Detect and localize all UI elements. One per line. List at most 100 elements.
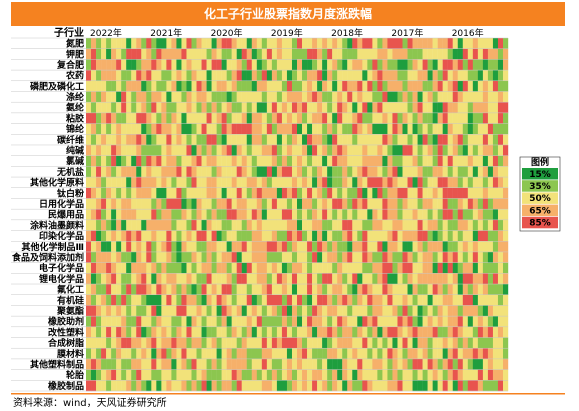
heatmap-cell [437,209,443,221]
heatmap-cell [482,305,489,317]
heatmap-cell [407,91,413,103]
heatmap-cell [131,305,137,317]
heatmap-cell [201,262,207,274]
heatmap-cell [121,209,127,221]
heatmap-cell [322,262,328,274]
heatmap-cell [477,80,484,92]
heatmap-cell [281,123,288,135]
heatmap-cell [286,369,293,381]
heatmap-cell [141,177,147,188]
heatmap-cell [286,241,293,253]
heatmap-cell [322,230,328,242]
heatmap-cell [452,155,458,167]
row-label: 膜材料 [56,348,84,360]
heatmap-cell [136,316,142,328]
heatmap-cell [382,241,388,253]
heatmap-cell [101,294,107,306]
row-label: 印染化学品 [39,230,84,242]
heatmap-cell [452,80,458,92]
heatmap-cell [181,316,187,328]
heatmap-cell [497,380,504,392]
heatmap-cell [327,59,333,71]
heatmap-cell [447,230,453,242]
heatmap-cell [492,166,499,178]
heatmap-cell [337,134,343,146]
heatmap-cell [347,369,353,381]
heatmap-cell [101,48,107,60]
heatmap-cell [241,358,247,370]
heatmap-cell [302,369,308,381]
heatmap-cell [236,155,242,167]
heatmap-cell [286,380,293,392]
heatmap-cell [121,144,127,156]
heatmap-cell [397,155,403,167]
heatmap-cell [367,358,373,370]
heatmap-cell [161,241,167,253]
heatmap-cell [111,166,117,178]
heatmap-cell [497,59,504,71]
heatmap-cell [332,294,338,306]
heatmap-cell [502,155,509,167]
heatmap-cell [131,273,137,285]
heatmap-cell [161,166,167,178]
heatmap-cell [281,369,288,381]
heatmap-cell [226,102,232,114]
heatmap-cell [161,380,167,392]
heatmap-cell [116,284,122,295]
heatmap-cell [307,48,313,60]
heatmap-cell [457,262,463,274]
heatmap-cell [231,123,237,135]
heatmap-cell [432,305,438,317]
heatmap-cell [136,230,142,242]
heatmap-cell [266,326,273,338]
heatmap-cell [111,155,117,167]
heatmap-cell [317,80,323,92]
heatmap-cell [96,123,102,135]
heatmap-cell [407,187,413,199]
heatmap-cell [96,102,102,114]
heatmap-cell [327,284,333,295]
heatmap-cell [322,112,328,124]
heatmap-cell [241,230,247,242]
heatmap-cell [502,305,509,317]
heatmap-cell [176,369,182,381]
heatmap-cell [291,273,298,285]
heatmap-cell [116,316,122,328]
heatmap-cell [307,209,313,221]
heatmap-cell [447,262,453,274]
heatmap-cell [241,112,247,124]
heatmap-cell [271,48,278,60]
heatmap-cell [286,273,293,285]
heatmap-cell [141,337,147,349]
heatmap-cell [492,305,499,317]
heatmap-cell [231,337,237,349]
heatmap-cell [121,305,127,317]
heatmap-cell [347,380,353,392]
heatmap-cell [216,134,222,146]
heatmap-cell [482,38,489,49]
heatmap-cell [191,358,197,370]
heatmap-cell [186,48,192,60]
heatmap-cell [151,102,157,114]
heatmap-cell [392,144,398,156]
heatmap-cell [412,380,418,392]
heatmap-cell [392,273,398,285]
heatmap-cell [327,80,333,92]
heatmap-cell [261,177,268,188]
heatmap-cell [427,112,433,124]
heatmap-cell [297,348,303,360]
heatmap-cell [96,38,102,49]
heatmap-cell [166,91,172,103]
heatmap-cell [392,198,398,210]
heatmap-cell [347,91,353,103]
heatmap-cell [136,112,142,124]
heatmap-cell [216,91,222,103]
heatmap-cell [271,230,278,242]
heatmap-cell [186,155,192,167]
heatmap-cell [106,305,112,317]
heatmap-cell [256,209,263,221]
heatmap-cell [191,91,197,103]
heatmap-cell [96,305,102,317]
heatmap-cell [196,70,202,81]
heatmap-cell [412,166,418,178]
